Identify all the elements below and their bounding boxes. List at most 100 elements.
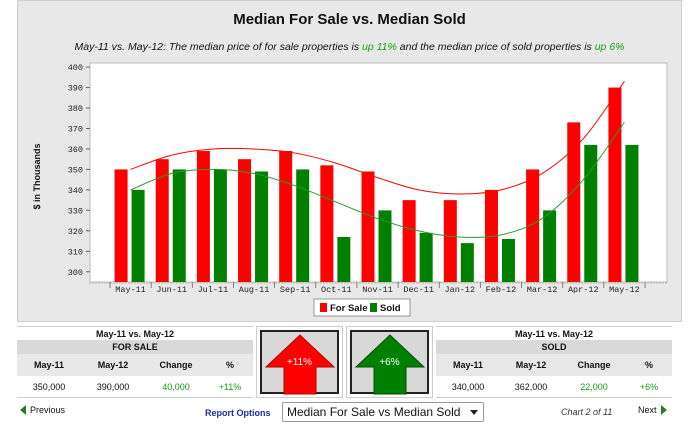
x-tick-label: Aug-11 [239,285,270,295]
for-sale-bar [279,151,293,282]
chart-subtitle: May-11 vs. May-12: The median price of f… [18,41,681,53]
value-cell: 390,000 [96,381,130,392]
up-arrow-icon [264,334,336,395]
subtitle-sold-change: up 6% [594,41,625,53]
sold-column-headers: May-11 May-12 Change % [436,354,672,376]
for-sale-bar [361,171,375,282]
x-tick-label: Jul-11 [198,285,229,295]
value-cell: 340,000 [451,381,485,392]
sold-stats-table: May-11 vs. May-12 SOLD May-11 May-12 Cha… [436,326,672,398]
y-tick-label: 370 [68,124,83,134]
subtitle-prefix: May-11 vs. May-12: The median price of f… [74,41,363,53]
previous-link[interactable]: Previous [20,405,65,415]
column-header: May-11 [33,360,65,370]
chart-count: Chart 2 of 11 [561,407,613,417]
sold-heading: SOLD [436,340,672,354]
for-sale-arrow-label: +11% [286,357,313,368]
change-cell: 40,000 [162,381,190,392]
for-sale-bar [114,169,128,282]
for-sale-values-row: 350,000 390,000 40,000 +11% [17,376,253,398]
chevron-right-icon [660,405,667,415]
for-sale-bar [608,87,622,282]
subtitle-middle: and the median price of sold properties … [396,41,595,53]
for-sale-legend-swatch [320,303,327,312]
column-header: % [225,360,234,370]
y-tick-label: 340 [68,186,83,196]
chevron-left-icon [20,405,26,415]
y-tick-label: 400 [68,63,83,73]
sold-bar [255,171,269,282]
for-sale-bar [526,169,540,282]
y-tick-label: 320 [68,227,83,237]
percent-cell: +11% [218,381,242,392]
y-tick-label: 390 [68,84,83,94]
sold-values-row: 340,000 362,000 22,000 +6% [436,376,672,398]
sold-arrow-label: +6% [379,357,400,368]
up-arrow-icon [354,334,426,395]
y-tick-label: 350 [68,165,83,175]
x-tick-label: May-12 [609,285,640,295]
sold-bar [296,169,310,282]
x-tick-label: Jun-11 [156,285,187,295]
legend: For Sale Sold [313,298,411,317]
report-select[interactable]: Median For Sale vs Median Sold [282,402,484,422]
change-cell: 22,000 [580,381,608,392]
legend-label: Sold [380,303,401,314]
sold-bar [501,239,515,282]
column-header: May-12 [515,360,547,370]
y-tick-label: 310 [68,247,83,257]
for-sale-bar [402,200,416,282]
chart-panel: Median For Sale vs. Median Sold May-11 v… [17,0,682,322]
bar-chart: 300 310 320 330 340 350 360 370 380 390 400 $ in Th… [32,62,668,317]
for-sale-change-indicator: +11% [256,326,343,398]
value-cell: 362,000 [514,381,548,392]
sold-period: May-11 vs. May-12 [436,326,672,340]
x-tick-label: Apr-12 [568,285,599,295]
sold-bar [584,144,598,282]
for-sale-trend-line [130,81,625,195]
next-label: Next [638,405,657,415]
y-tick-label: 300 [68,268,83,278]
for-sale-bar [196,151,210,282]
for-sale-stats-table: May-11 vs. May-12 FOR SALE May-11 May-12… [17,326,253,398]
sold-bar [131,189,145,282]
x-tick-label: Jan-12 [445,285,476,295]
for-sale-period: May-11 vs. May-12 [17,326,253,340]
subtitle-for-sale-change: up 11% [362,41,397,53]
sold-bar [543,210,557,282]
for-sale-bar [155,159,169,282]
report-options-label: Report Options [205,408,271,418]
sold-bar [378,210,392,282]
for-sale-column-headers: May-11 May-12 Change % [17,354,253,376]
for-sale-bar [484,189,498,282]
sold-bar [625,144,639,282]
for-sale-heading: FOR SALE [17,340,253,354]
legend-box [313,298,411,317]
column-header: May-11 [452,360,484,370]
for-sale-bar [238,159,252,282]
sold-bar [419,232,433,282]
sold-bar [337,236,351,282]
x-tick-label: Dec-11 [403,285,434,295]
y-axis-label: $ in Thousands [32,143,42,209]
sold-legend-swatch [370,303,377,312]
x-tick-label: Oct-11 [321,285,352,295]
for-sale-bar [567,122,581,283]
y-tick-label: 380 [68,104,83,114]
sold-trend-line [130,122,625,238]
column-header: Change [577,360,611,370]
y-tick-label: 330 [68,206,83,216]
for-sale-bar [320,165,334,282]
column-header: May-12 [97,360,129,370]
for-sale-bar [443,200,457,282]
chart-title: Median For Sale vs. Median Sold [233,11,466,28]
sold-change-indicator: +6% [346,326,433,398]
percent-cell: +6% [639,381,659,392]
column-header: % [644,360,653,370]
next-link[interactable]: Next [638,405,667,415]
report-select-value: Median For Sale vs Median Sold [287,405,461,419]
value-cell: 350,000 [32,381,66,392]
x-tick-label: Nov-11 [362,285,393,295]
y-tick-label: 360 [68,145,83,155]
x-tick-label: Sep-11 [280,285,311,295]
